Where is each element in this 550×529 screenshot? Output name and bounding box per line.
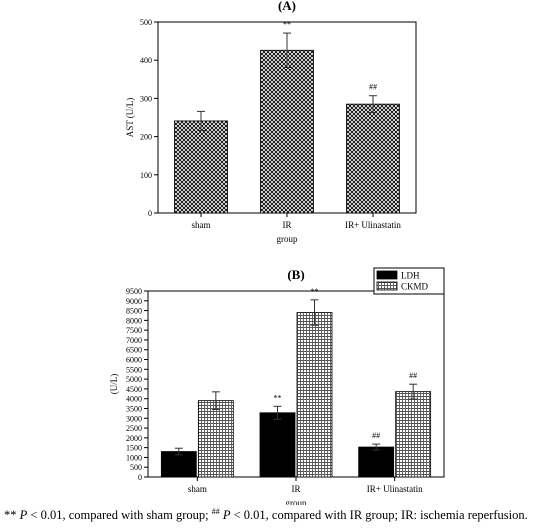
panel-a-significance-mark: ** <box>283 20 291 29</box>
panel-b-y-tick-label: 9000 <box>126 297 142 306</box>
panel-b-y-tick-label: 8000 <box>126 316 142 325</box>
panel-a-x-tick-label: IR <box>283 220 292 230</box>
panel-b-legend-swatch <box>376 281 398 291</box>
panel-b-y-tick-label: 8500 <box>126 307 142 316</box>
panel-b-y-tick-label: 5000 <box>126 375 142 384</box>
panel-a-significance-mark: ## <box>369 83 377 92</box>
panel-b-y-tick-label: 7500 <box>126 326 142 335</box>
panel-b-panel-label: (B) <box>287 267 304 282</box>
panel-b-y-tick-label: 0 <box>138 473 142 482</box>
footnote: ** P < 0.01, compared with sham group; #… <box>4 507 528 523</box>
figure: (A) 0 100 200 300 400 500 AST (U/L) sham IR ** IR+ … <box>109 0 445 505</box>
panel-b-y-tick-label: 9500 <box>126 287 142 296</box>
panel-b-y-tick-label: 4000 <box>126 395 142 404</box>
panel-b-bar <box>395 391 432 478</box>
panel-b-bar <box>358 446 395 478</box>
panel-a-panel-label: (A) <box>278 0 296 13</box>
panel-a-x-tick-label: sham <box>192 220 211 230</box>
panel-a-y-tick-label: 200 <box>140 133 152 142</box>
footnote-stars: ** <box>4 508 17 522</box>
panel-a-y-tick-label: 500 <box>140 18 152 27</box>
footnote-part2: < 0.01, compared with IR group; IR: isch… <box>230 508 528 522</box>
panel-b-legend-label: CKMD <box>401 282 429 292</box>
panel-a-bar <box>346 103 400 214</box>
panel-b-x-tick-label: IR <box>292 484 301 494</box>
footnote-part1: < 0.01, compared with sham group; <box>27 508 212 522</box>
panel-b-bar <box>160 451 197 478</box>
panel-b-legend-swatch <box>376 270 398 280</box>
panel-b-y-tick-label: 6500 <box>126 346 142 355</box>
panel-a-y-tick-label: 0 <box>148 209 152 218</box>
chart-panel-a: (A) 0 100 200 300 400 500 AST (U/L) sham IR ** IR+ … <box>125 0 417 244</box>
panel-a-x-axis-label: group <box>277 234 298 244</box>
panel-b-x-axis-label: group <box>286 498 307 505</box>
panel-b-y-tick-label: 3000 <box>126 414 142 423</box>
panel-b-y-tick-label: 2500 <box>126 424 142 433</box>
panel-a-y-axis-label: AST (U/L) <box>125 98 135 138</box>
panel-b-y-tick-label: 2000 <box>126 434 142 443</box>
panel-b-y-tick-label: 6000 <box>126 356 142 365</box>
panel-b-y-tick-label: 5500 <box>126 365 142 374</box>
panel-b-y-tick-label: 500 <box>130 463 142 472</box>
panel-b-bar <box>197 400 234 478</box>
panel-b-x-tick-label: IR+ Ulinastatin <box>367 484 423 494</box>
panel-b-y-tick-label: 4500 <box>126 385 142 394</box>
panel-b-y-tick-label: 1000 <box>126 453 142 462</box>
panel-a-bar <box>174 120 228 214</box>
panel-b-bar <box>259 412 296 478</box>
panel-b-significance-mark: ** <box>274 393 282 402</box>
panel-a-bar <box>260 49 314 214</box>
panel-b-significance-mark: ** <box>311 287 319 296</box>
panel-b-significance-mark: ## <box>372 431 380 440</box>
panel-b-legend-label: LDH <box>401 271 420 281</box>
panel-b-bar <box>296 312 333 478</box>
panel-b-significance-mark: ## <box>409 371 417 380</box>
panel-a-y-tick-label: 100 <box>140 171 152 180</box>
panel-a-x-tick-label: IR+ Ulinastatin <box>345 220 401 230</box>
panel-b-y-tick-label: 1500 <box>126 444 142 453</box>
panel-b-y-tick-label: 7000 <box>126 336 142 345</box>
panel-a-y-tick-label: 400 <box>140 56 152 65</box>
panel-a-y-tick-label: 300 <box>140 94 152 103</box>
footnote-hashes: ## <box>211 507 220 516</box>
panel-b-y-tick-label: 3500 <box>126 404 142 413</box>
panel-b-y-axis-label: (U/L) <box>109 374 119 395</box>
chart-panel-b: (B)0500100015002000250030003500400045005… <box>109 267 445 505</box>
footnote-p2: P <box>222 508 231 522</box>
panel-b-x-tick-label: sham <box>188 484 207 494</box>
footnote-p: P <box>19 508 28 522</box>
